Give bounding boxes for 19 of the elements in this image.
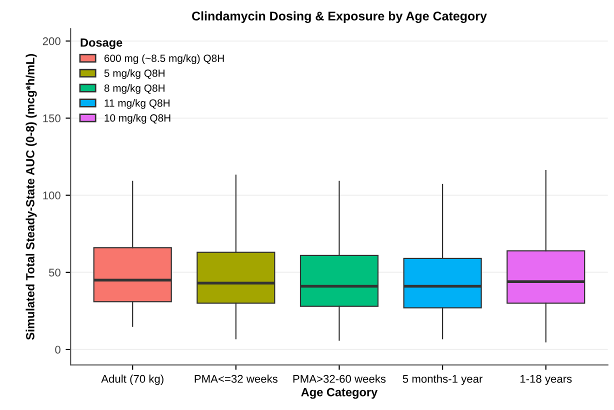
legend-title: Dosage (80, 38, 122, 50)
y-tick-label: 100 (43, 192, 60, 200)
y-tick-label: 0 (55, 346, 60, 354)
y-tick-label: 150 (43, 114, 60, 122)
legend-label: 600 mg (~8.5 mg/kg) Q8H (104, 54, 224, 64)
y-tick-label: 50 (48, 268, 60, 277)
x-tick-label: PMA>32-60 weeks (293, 374, 386, 383)
chart-title: Clindamycin Dosing & Exposure by Age Category (192, 11, 487, 24)
x-tick-label: 5 months-1 year (402, 374, 483, 385)
legend-label: 10 mg/kg Q8H (104, 114, 170, 124)
y-axis-title: Simulated Total Steady-State AUC (0-8) (mcg*h/mL) (26, 54, 37, 340)
y-tick-label: 200 (42, 37, 60, 46)
legend-label: 8 mg/kg Q8H (104, 84, 164, 94)
x-tick-label: Adult (70 kg) (101, 374, 164, 385)
x-tick-label: 1-18 years (520, 374, 572, 385)
legend-label: 5 mg/kg Q8H (104, 69, 164, 79)
x-tick-label: PMA<=32 weeks (194, 374, 278, 383)
x-axis-title: Age Category (301, 388, 378, 399)
legend-label: 11 mg/kg Q8H (104, 99, 170, 109)
